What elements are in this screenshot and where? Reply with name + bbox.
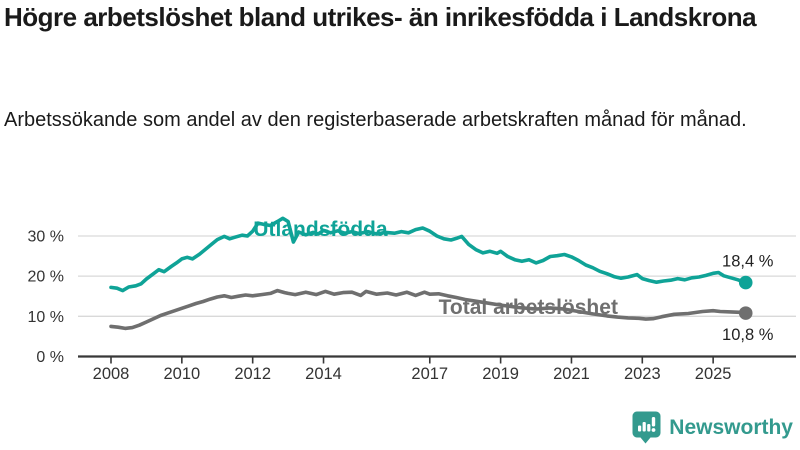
logo-exclamation-bar xyxy=(652,417,656,427)
logo-bar-1 xyxy=(638,425,642,432)
page-subtitle: Arbetssökande som andel av den registerb… xyxy=(4,109,747,131)
chart-header: Högre arbetslöshet bland utrikes- än inr… xyxy=(4,2,784,131)
axes: 0 % 10 % 20 % 30 % 2008 2010 2012 2014 2017 2019 2… xyxy=(28,228,796,383)
newsworthy-logo-text: Newsworthy xyxy=(669,415,793,439)
x-tick-label: 2008 xyxy=(93,365,130,383)
x-tick-label: 2012 xyxy=(234,365,271,383)
series-label-total-arbetsloshet: Total arbetslöshet xyxy=(439,296,618,319)
newsworthy-logo-icon xyxy=(632,411,661,444)
logo-bar-3 xyxy=(647,424,651,432)
series-label-utlandsfodda: Utlandsfödda xyxy=(253,218,387,241)
series-line-1 xyxy=(109,288,748,331)
y-tick-label: 30 % xyxy=(28,228,64,245)
page-title: Högre arbetslöshet bland utrikes- än inr… xyxy=(4,2,757,32)
newsworthy-logo: Newsworthy xyxy=(632,411,793,444)
x-tick-label: 2023 xyxy=(624,365,661,383)
series-end-dot-0 xyxy=(738,275,753,290)
y-tick-label: 20 % xyxy=(28,269,64,286)
end-value-label-utlandsfodda: 18,4 % xyxy=(722,253,774,271)
end-value-label-total-arbetsloshet: 10,8 % xyxy=(722,326,774,344)
y-tick-label: 0 % xyxy=(36,349,64,366)
x-tick-label: 2019 xyxy=(482,365,519,383)
logo-exclamation-dot xyxy=(651,428,656,432)
x-tick-label: 2025 xyxy=(695,365,732,383)
x-tick-label: 2017 xyxy=(411,365,448,383)
series-line-0 xyxy=(109,216,748,293)
x-tick-label: 2014 xyxy=(305,365,342,383)
y-tick-label: 10 % xyxy=(28,309,64,326)
x-tick-label: 2021 xyxy=(553,365,590,383)
series-end-dot-1 xyxy=(738,306,753,320)
logo-bar-2 xyxy=(642,422,647,432)
gridlines xyxy=(78,235,796,317)
x-tick-label: 2010 xyxy=(163,365,200,383)
data-series xyxy=(109,216,753,331)
